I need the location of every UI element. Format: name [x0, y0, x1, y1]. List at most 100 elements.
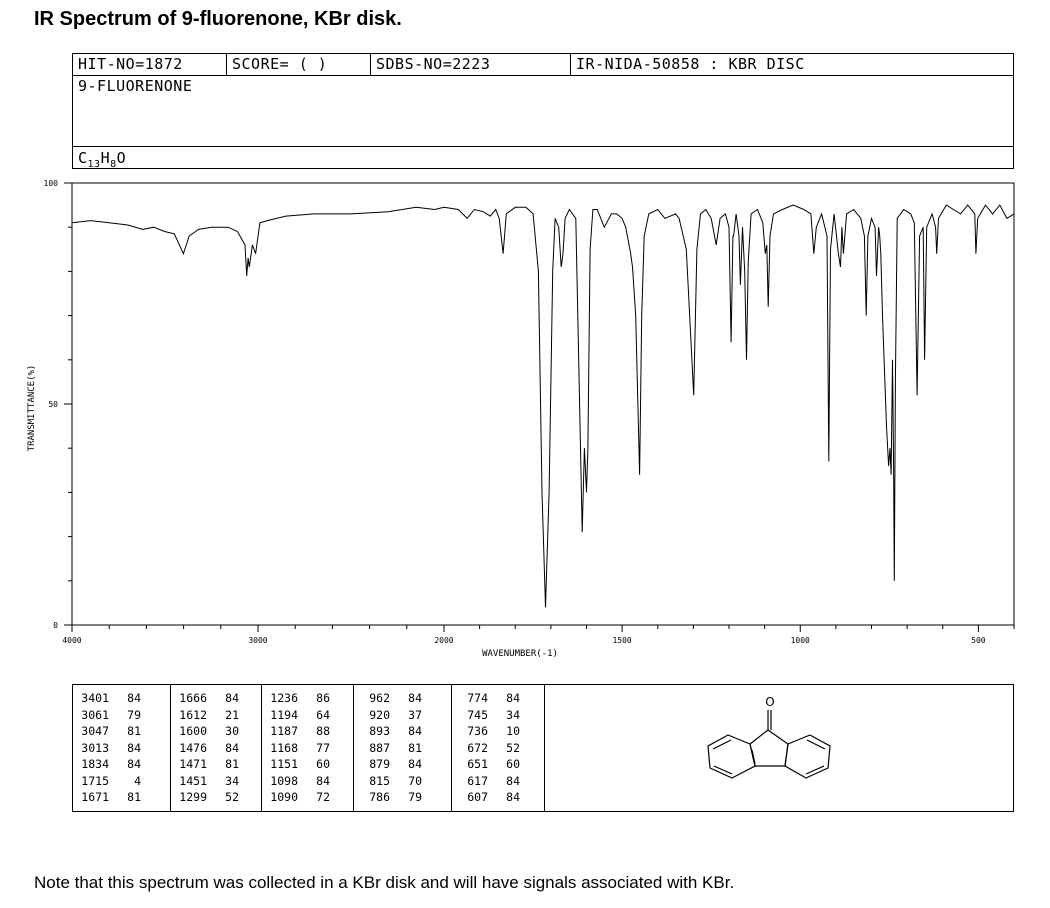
- peak-column-5: [452, 685, 545, 811]
- peak-wavenumber: 1671: [81, 790, 109, 804]
- peak-transmittance: 21: [225, 707, 239, 722]
- peak-column-1: [73, 685, 171, 811]
- x-tick-label: 1000: [791, 636, 810, 645]
- peak-transmittance: 4: [134, 773, 141, 788]
- peak-wavenumber: 815: [369, 773, 390, 788]
- y-axis-ticks: 0 50 100: [44, 179, 72, 630]
- x-tick-label: 2000: [434, 636, 453, 645]
- peak-transmittance: 34: [506, 707, 520, 722]
- peak-transmittance: 84: [316, 773, 330, 788]
- peak-wavenumber: 3047: [81, 724, 109, 738]
- peak-wavenumber: 887: [369, 740, 390, 755]
- y-axis-label: TRANSMITTANCE(%): [27, 365, 37, 452]
- peak-wavenumber: 1612: [179, 707, 207, 722]
- peak-transmittance: 84: [225, 691, 239, 705]
- y-tick-label: 50: [48, 400, 58, 409]
- peak-transmittance: 60: [506, 757, 520, 771]
- peak-transmittance: 34: [225, 773, 239, 788]
- peak-transmittance: 84: [506, 773, 520, 788]
- peak-transmittance: 77: [316, 740, 330, 755]
- peak-wavenumber: 617: [467, 773, 488, 788]
- peak-wavenumber: 3061: [81, 707, 109, 722]
- peak-wavenumber: 920: [369, 707, 390, 722]
- peak-wavenumber: 1476: [179, 740, 207, 755]
- plot-frame: [71, 182, 1015, 626]
- peak-transmittance: 79: [408, 790, 422, 804]
- peak-transmittance: 37: [408, 707, 422, 722]
- hit-number: HIT-NO=1872: [78, 55, 183, 73]
- peak-wavenumber: 736: [467, 724, 488, 738]
- peak-wavenumber: 1236: [270, 691, 298, 705]
- peak-wavenumber: 1151: [270, 757, 298, 771]
- peak-wavenumber: 893: [369, 724, 390, 738]
- ir-spectrum-chart: 0 50 100 4000 3000 2000 1500 1000 500 TRANSMITT…: [27, 179, 1015, 659]
- peak-transmittance: 86: [316, 691, 330, 705]
- peak-transmittance: 81: [127, 724, 141, 738]
- x-tick-label: 3000: [248, 636, 267, 645]
- y-tick-label: 0: [53, 621, 58, 630]
- peak-wavenumber: 3401: [81, 691, 109, 705]
- peak-transmittance: 30: [225, 724, 239, 738]
- peak-transmittance: 60: [316, 757, 330, 771]
- oxygen-label: O: [765, 695, 774, 709]
- peak-transmittance: 84: [408, 691, 422, 705]
- peak-transmittance: 88: [316, 724, 330, 738]
- peak-wavenumber: 3013: [81, 740, 109, 755]
- peak-transmittance: 52: [506, 740, 520, 755]
- peak-transmittance: 81: [127, 790, 141, 804]
- peak-transmittance: 84: [506, 790, 520, 804]
- peak-wavenumber: 879: [369, 757, 390, 771]
- peak-transmittance: 81: [225, 757, 239, 771]
- peak-column-2: [171, 685, 262, 811]
- peak-wavenumber: 1187: [270, 724, 298, 738]
- peak-transmittance: 84: [127, 691, 141, 705]
- peak-wavenumber: 1090: [270, 790, 298, 804]
- molecular-formula: C13H8O: [78, 149, 127, 170]
- peak-wavenumber: 607: [467, 790, 488, 804]
- x-axis-ticks: 4000 3000 2000 1500 1000 500: [62, 625, 1015, 645]
- x-tick-label: 4000: [62, 636, 81, 645]
- peak-wavenumber: 651: [467, 757, 488, 771]
- sdbs-number: SDBS-NO=2223: [376, 55, 491, 73]
- nida-number: IR-NIDA-50858 : KBR DISC: [576, 55, 805, 73]
- score-field: SCORE= ( ): [232, 55, 328, 73]
- peak-wavenumber: 1168: [270, 740, 298, 755]
- peak-column-3: [262, 685, 354, 811]
- peak-transmittance: 52: [225, 790, 239, 804]
- peak-wavenumber: 1451: [179, 773, 207, 788]
- peak-transmittance: 84: [225, 740, 239, 755]
- x-tick-label: 1500: [612, 636, 631, 645]
- peak-wavenumber: 1471: [179, 757, 207, 771]
- peak-transmittance: 84: [506, 691, 520, 705]
- peak-wavenumber: 1098: [270, 773, 298, 788]
- peak-wavenumber: 774: [467, 691, 488, 705]
- page-title: IR Spectrum of 9-fluorenone, KBr disk.: [34, 8, 402, 30]
- peak-wavenumber: 962: [369, 691, 390, 705]
- peak-wavenumber: 1715: [81, 773, 109, 788]
- peak-wavenumber: 1600: [179, 724, 207, 738]
- peak-table: 3401 84 3061 79 3047 81 3013 84 1834 84 1715 4 1671 8…: [72, 684, 1014, 812]
- peak-wavenumber: 1299: [179, 790, 207, 804]
- peak-transmittance: 81: [408, 740, 422, 755]
- peak-column-4: [354, 685, 452, 811]
- x-axis-label: WAVENUMBER(-1): [482, 649, 558, 659]
- fluorenone-structure-drawing: O: [707, 695, 831, 779]
- y-tick-label: 100: [44, 179, 59, 188]
- peak-transmittance: 84: [408, 757, 422, 771]
- peak-transmittance: 84: [127, 740, 141, 755]
- peak-transmittance: 79: [127, 707, 141, 722]
- x-tick-label: 500: [971, 636, 986, 645]
- peak-transmittance: 64: [316, 707, 330, 722]
- peak-wavenumber: 745: [467, 707, 488, 722]
- spectrum-line-series: [71, 204, 1015, 608]
- peak-transmittance: 84: [127, 757, 141, 771]
- peak-wavenumber: 1834: [81, 757, 109, 771]
- spectrum-header-box: HIT-NO=1872 SCORE= ( ) SDBS-NO=2223 IR-N…: [72, 53, 1014, 170]
- peak-transmittance: 72: [316, 790, 330, 804]
- peak-wavenumber: 786: [369, 790, 390, 804]
- footnote: Note that this spectrum was collected in…: [34, 873, 735, 892]
- peak-wavenumber: 1194: [270, 707, 298, 722]
- peak-transmittance: 10: [506, 724, 520, 738]
- peak-wavenumber: 1666: [179, 691, 207, 705]
- peak-wavenumber: 672: [467, 740, 488, 755]
